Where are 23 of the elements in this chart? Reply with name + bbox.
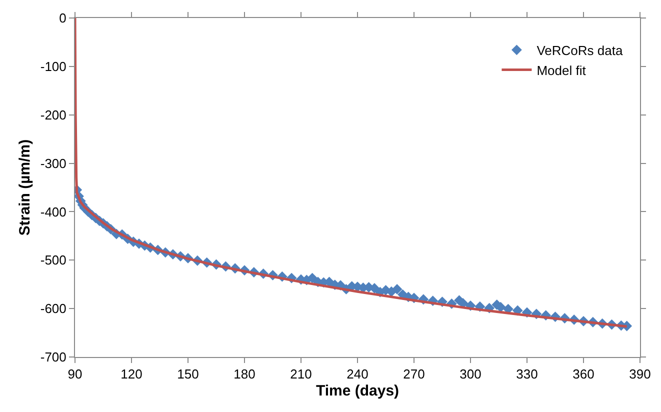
y-tick-label: -700	[40, 350, 66, 365]
x-tick-label: 360	[572, 366, 594, 382]
y-tick-label: -400	[40, 204, 66, 220]
y-tick-label: -200	[40, 107, 66, 122]
x-tick-label: 300	[460, 366, 482, 382]
y-tick-label: -600	[40, 301, 66, 316]
x-tick-label: 390	[629, 366, 651, 382]
x-axis-title: Time (days)	[316, 382, 400, 400]
y-tick-label: -500	[40, 252, 66, 268]
x-tick-label: 180	[234, 366, 256, 382]
x-tick-label: 150	[177, 366, 199, 382]
x-tick-label: 210	[290, 366, 312, 382]
y-tick-label: 0	[59, 10, 66, 26]
y-tick-label: -100	[40, 58, 66, 74]
y-tick-label: -300	[40, 156, 66, 171]
legend-label: VeRCoRs data	[536, 42, 624, 58]
x-tick-label: 240	[346, 366, 368, 382]
x-tick-label: 330	[516, 366, 538, 382]
x-tick-label: 270	[403, 366, 425, 382]
x-tick-label: 120	[120, 366, 142, 382]
y-axis-title: Strain (µm/m)	[16, 139, 34, 236]
legend-label: Model fit	[536, 62, 586, 78]
x-tick-label: 90	[68, 366, 82, 382]
